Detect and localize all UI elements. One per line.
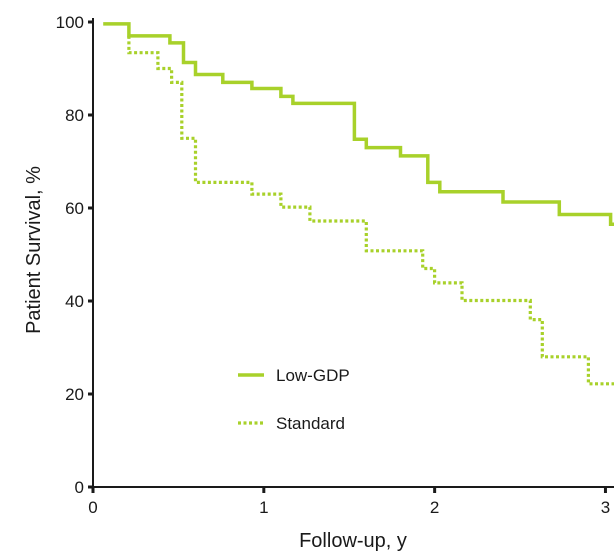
axes: 0 20 40 60 80 100 0 1 2 3 [56,13,614,517]
y-tick-label: 20 [65,385,84,404]
y-axis-title: Patient Survival, % [23,166,45,334]
series-line-low-gdp [103,22,614,227]
x-axis-title: Follow-up, y [299,530,407,552]
x-tick-label: 1 [259,498,268,517]
x-tick-label: 3 [601,498,610,517]
legend-label-standard: Standard [276,414,345,433]
series-lines [103,22,614,386]
legend-label-low-gdp: Low-GDP [276,366,350,385]
y-tick-label: 0 [75,478,84,497]
x-tick-label: 0 [88,498,97,517]
series-line-standard [127,35,614,386]
y-tick-label: 100 [56,13,84,32]
legend: Low-GDP Standard [238,366,350,433]
y-tick-label: 40 [65,292,84,311]
y-tick-label: 80 [65,106,84,125]
x-tick-label: 2 [430,498,439,517]
y-tick-label: 60 [65,199,84,218]
